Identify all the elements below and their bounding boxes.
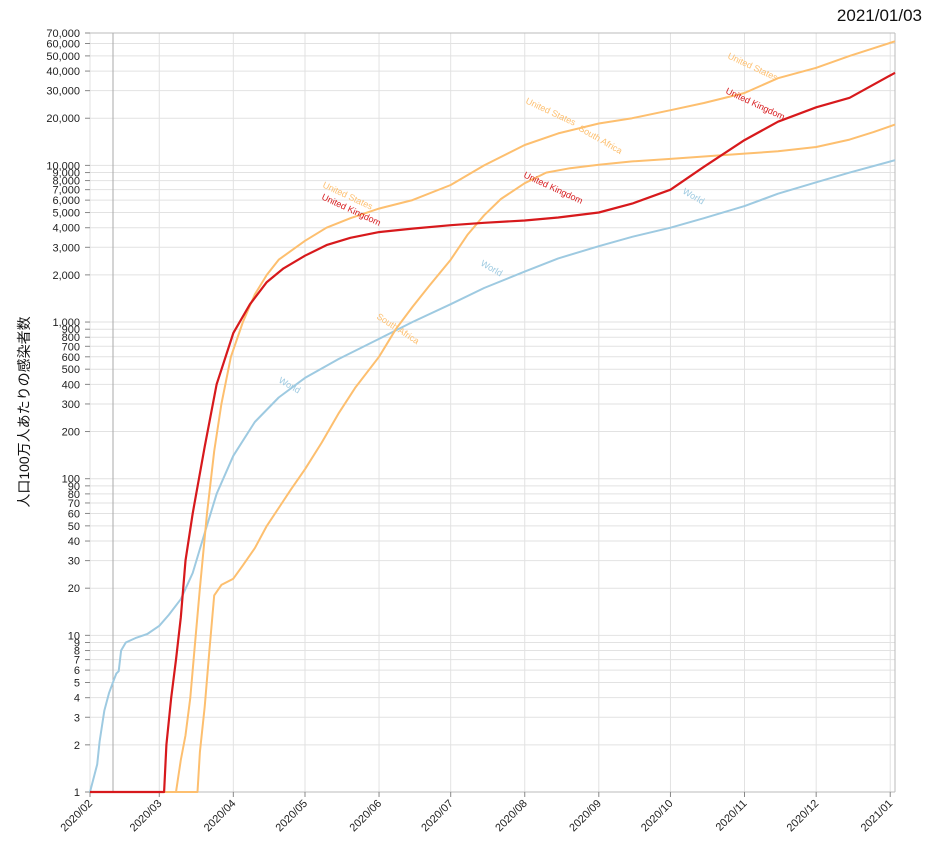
y-tick-label: 800 — [62, 332, 80, 344]
y-tick-label: 900 — [62, 324, 80, 336]
y-tick-label: 40,000 — [46, 66, 80, 78]
y-tick-label: 9,000 — [52, 168, 80, 180]
y-tick-label: 10 — [68, 630, 80, 642]
series-line-united-states — [90, 40, 896, 793]
y-tick-label: 5 — [74, 678, 80, 690]
y-tick-label: 3 — [74, 712, 80, 724]
y-tick-label: 8,000 — [52, 176, 80, 188]
series-line-south-africa — [90, 123, 896, 793]
y-tick-label: 700 — [62, 341, 80, 353]
y-tick-label: 70 — [68, 498, 80, 510]
x-tick-label: 2020/05 — [274, 798, 311, 835]
y-tick-label: 300 — [62, 399, 80, 411]
y-tick-label: 5,000 — [52, 208, 80, 220]
y-tick-label: 60 — [68, 508, 80, 520]
y-tick-label: 20,000 — [46, 113, 80, 125]
y-tick-label: 7 — [74, 655, 80, 667]
x-tick-label: 2020/04 — [202, 798, 239, 835]
x-tick-label: 2020/10 — [639, 798, 676, 835]
axes — [90, 32, 896, 793]
y-tick-label: 600 — [62, 352, 80, 364]
y-tick-label: 6 — [74, 665, 80, 677]
x-tick-label: 2020/02 — [59, 798, 96, 835]
y-tick-label: 20 — [68, 583, 80, 595]
x-tick-label: 2021/01 — [859, 798, 896, 835]
x-tick-label: 2020/06 — [348, 798, 385, 835]
x-tick-label: 2020/11 — [714, 798, 750, 834]
y-tick-label: 1 — [74, 787, 80, 799]
series-label-united-states: United States — [524, 96, 578, 128]
x-tick-label: 2020/03 — [128, 798, 165, 835]
series-label-world: World — [681, 186, 706, 206]
x-tick-label: 2020/08 — [493, 798, 530, 835]
x-axis-ticks: 2020/02 2020/03 2020/04 2020/05 2020/06 2020/… — [59, 792, 896, 835]
y-tick-label: 4,000 — [52, 223, 80, 235]
y-tick-label: 2 — [74, 740, 80, 752]
series-label-south-africa: South Africa — [577, 123, 624, 156]
series-label-south-africa: South Africa — [375, 311, 421, 346]
y-tick-label: 500 — [62, 364, 80, 376]
series-line-united-kingdom — [90, 71, 896, 794]
y-axis-label: 人口100万人あたりの感染者数 — [16, 316, 32, 507]
y-tick-label: 200 — [62, 427, 80, 439]
x-tick-label: 2020/09 — [567, 798, 604, 835]
gridlines — [89, 32, 895, 793]
y-tick-label: 50 — [68, 521, 80, 533]
series-line-world — [89, 159, 896, 793]
y-tick-label: 2,000 — [52, 270, 80, 282]
y-tick-label: 7,000 — [52, 185, 80, 197]
y-tick-label: 80 — [68, 489, 80, 501]
y-tick-label: 3,000 — [52, 242, 80, 254]
y-tick-label: 30 — [68, 556, 80, 568]
y-tick-label: 400 — [62, 379, 80, 391]
series-lines — [89, 40, 896, 794]
y-tick-label: 10,000 — [46, 160, 80, 172]
series-label-united-kingdom: United Kingdom — [724, 86, 786, 122]
y-tick-label: 100 — [62, 474, 80, 486]
series-label-world: World — [277, 375, 302, 395]
y-tick-label: 4 — [74, 693, 80, 705]
x-tick-label: 2020/12 — [785, 798, 822, 835]
y-tick-label: 6,000 — [52, 195, 80, 207]
y-tick-label: 70,000 — [46, 28, 80, 40]
x-tick-label: 2020/07 — [419, 798, 456, 835]
y-tick-label: 90 — [68, 481, 80, 493]
y-tick-label: 8 — [74, 646, 80, 658]
y-tick-label: 50,000 — [46, 51, 80, 63]
y-tick-label: 30,000 — [46, 86, 80, 98]
date-label: 2021/01/03 — [836, 6, 922, 25]
y-tick-label: 9 — [74, 638, 80, 650]
y-tick-label: 40 — [68, 536, 80, 548]
y-tick-label: 60,000 — [46, 38, 80, 50]
y-tick-label: 1,000 — [52, 317, 80, 329]
